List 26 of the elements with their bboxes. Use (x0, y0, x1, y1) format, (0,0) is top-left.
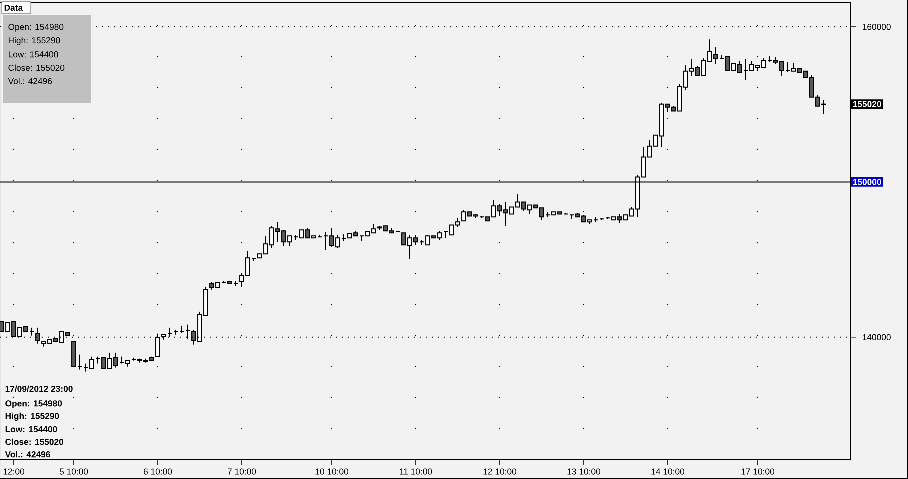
x-tick-label: 5 10:00 (60, 468, 88, 475)
x-tick-label: 14 10:00 (652, 468, 685, 475)
annotation: 17/09/2012 23:00 (6, 386, 73, 392)
annotation: Close: 155020 (8, 64, 65, 72)
annotation: High: 155290 (6, 412, 60, 422)
x-tick-label: 10 10:00 (316, 468, 349, 475)
text: 155020 (853, 101, 882, 108)
annotation: Data (4, 4, 24, 12)
x-tick-label: 11 10:00 (400, 468, 432, 475)
x-tick-label: 6 10:00 (144, 468, 172, 475)
y-tick-label: 160000 (863, 24, 891, 30)
annotation: Vol.: 42496 (5, 451, 50, 458)
annotation: High: 155290 (8, 37, 60, 46)
annotation: Close: 155020 (6, 438, 64, 446)
annotation: Vol.: 42496 (8, 78, 52, 84)
x-tick-label: 13 10:00 (568, 468, 601, 475)
x-tick-label: 12:00 (4, 468, 25, 475)
annotation: Low: 154400 (8, 52, 58, 58)
y-tick-label: 140000 (863, 334, 891, 340)
annotation: Open: 154980 (8, 24, 64, 32)
x-tick-label: 17 10:00 (742, 468, 775, 475)
annotation: Low: 154400 (6, 426, 58, 433)
annotation: Open: 154980 (6, 400, 62, 408)
x-tick-label: 7 10:00 (228, 468, 256, 475)
ref-line-label: 150000 (853, 179, 882, 186)
x-tick-label: 12 10:00 (484, 468, 517, 475)
